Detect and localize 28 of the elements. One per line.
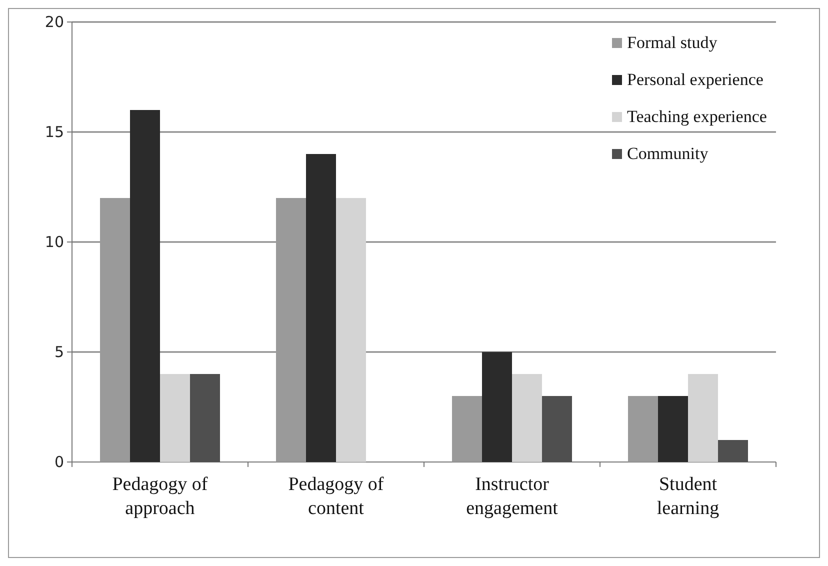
x-tick-label: Pedagogy of approach bbox=[112, 474, 208, 519]
y-tick-label: 15 bbox=[44, 122, 64, 141]
bar bbox=[512, 374, 542, 462]
legend-label: Community bbox=[627, 144, 709, 163]
legend-label: Personal experience bbox=[627, 70, 764, 89]
bar bbox=[160, 374, 190, 462]
bar bbox=[628, 396, 658, 462]
bar bbox=[306, 154, 336, 462]
bar bbox=[542, 396, 572, 462]
y-tick-label: 5 bbox=[54, 342, 64, 361]
x-tick-label: Instructor engagement bbox=[466, 474, 559, 519]
bar bbox=[452, 396, 482, 462]
bar bbox=[130, 110, 160, 462]
bar bbox=[276, 198, 306, 462]
bar bbox=[100, 198, 130, 462]
bar bbox=[718, 440, 748, 462]
bar bbox=[190, 374, 220, 462]
y-tick-label: 10 bbox=[44, 232, 64, 251]
bar bbox=[658, 396, 688, 462]
bar bbox=[482, 352, 512, 462]
bar bbox=[688, 374, 718, 462]
y-tick-label: 0 bbox=[54, 452, 64, 471]
bar bbox=[336, 198, 366, 462]
x-tick-label: Pedagogy of content bbox=[288, 474, 384, 519]
legend-label: Formal study bbox=[627, 33, 718, 52]
y-tick-label: 20 bbox=[44, 12, 64, 31]
legend-label: Teaching experience bbox=[627, 107, 767, 126]
x-tick-label: Student learning bbox=[656, 474, 720, 519]
